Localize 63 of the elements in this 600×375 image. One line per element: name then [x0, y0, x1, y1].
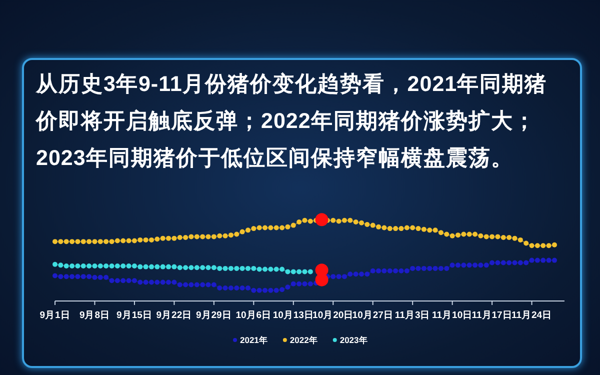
point — [268, 266, 274, 272]
point — [211, 265, 216, 270]
legend-label: 2022年 — [290, 335, 318, 345]
point — [132, 264, 137, 268]
point — [296, 269, 302, 274]
point — [188, 265, 194, 270]
point — [52, 262, 58, 267]
point — [256, 266, 262, 272]
x-tick-label: 9月15日 — [116, 310, 152, 321]
legend-label: 2023年 — [340, 335, 368, 345]
point — [183, 265, 188, 270]
point — [80, 264, 86, 268]
point — [70, 264, 75, 268]
point — [75, 264, 80, 268]
point — [285, 269, 290, 274]
point — [154, 264, 160, 270]
x-tick-label: 9月1日 — [40, 310, 70, 321]
x-tick-label: 9月8日 — [79, 310, 110, 321]
point — [92, 264, 98, 268]
point — [308, 269, 313, 274]
point — [126, 264, 132, 268]
x-tick-label: 11月17日 — [472, 310, 512, 321]
point — [177, 265, 182, 270]
point — [143, 264, 148, 270]
x-tick-label: 10月6日 — [236, 310, 272, 321]
point — [274, 266, 279, 272]
point — [114, 264, 120, 268]
point — [64, 264, 69, 268]
point — [228, 266, 234, 271]
point — [217, 266, 222, 271]
point — [148, 264, 154, 270]
point — [240, 266, 245, 271]
x-tick-label: 9月29日 — [196, 310, 232, 321]
point — [262, 266, 268, 272]
point — [58, 262, 64, 268]
point — [166, 264, 172, 270]
point — [206, 265, 211, 270]
point — [172, 264, 177, 270]
chart-title: 从历史3年9-11月份猪价变化趋势看，2021年同期猪价即将开启触底反弹；2022年同期猪价涨势扩大；2023年同期猪价于低位区间保持窄幅横盘震荡。 — [36, 71, 548, 172]
point — [120, 264, 126, 268]
point — [280, 266, 285, 272]
point — [222, 266, 228, 271]
point — [302, 269, 308, 274]
point — [138, 264, 143, 270]
point — [86, 264, 92, 268]
point — [251, 266, 256, 271]
x-tick-label: 10月27日 — [352, 310, 394, 321]
point — [109, 264, 114, 268]
x-tick-label: 10月13日 — [272, 310, 314, 321]
x-tick-label: 10月20日 — [312, 310, 354, 321]
x-tick-label: 9月22日 — [156, 310, 192, 321]
point — [290, 269, 296, 274]
point — [200, 265, 206, 270]
legend-label: 2021年 — [240, 335, 268, 345]
point — [160, 264, 166, 270]
x-tick-label: 11月3日 — [394, 310, 430, 321]
point — [234, 266, 240, 271]
point — [104, 264, 109, 268]
x-tick-label: 11月24日 — [511, 310, 552, 321]
point — [245, 266, 250, 271]
point — [98, 264, 103, 268]
point — [194, 265, 200, 270]
x-tick-label: 11月10日 — [432, 310, 473, 321]
